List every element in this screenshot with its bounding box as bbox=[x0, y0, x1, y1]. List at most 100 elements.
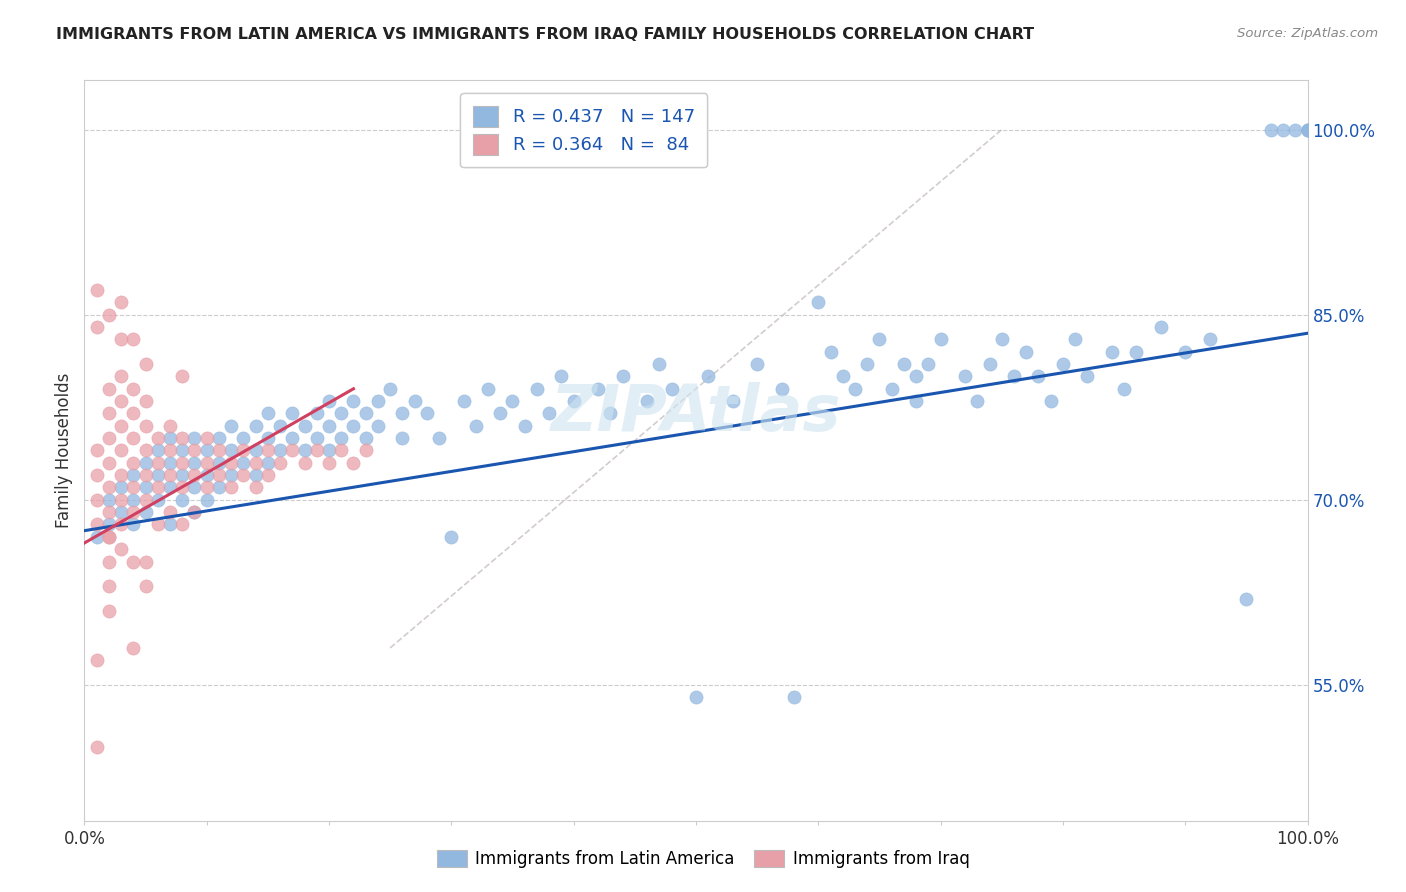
Point bbox=[86, 517, 108, 532]
Point bbox=[159, 431, 181, 445]
Point bbox=[391, 431, 413, 445]
Point bbox=[97, 517, 120, 532]
Point bbox=[318, 456, 340, 470]
Point bbox=[330, 443, 353, 458]
Point bbox=[281, 407, 304, 421]
Point bbox=[122, 555, 145, 569]
Point bbox=[122, 517, 145, 532]
Point bbox=[257, 456, 280, 470]
Point bbox=[245, 456, 267, 470]
Point bbox=[1296, 122, 1319, 136]
Point bbox=[464, 418, 486, 433]
Point bbox=[257, 443, 280, 458]
Point bbox=[648, 357, 671, 371]
Point bbox=[159, 505, 181, 519]
Point bbox=[1296, 122, 1319, 136]
Point bbox=[172, 443, 194, 458]
Point bbox=[318, 418, 340, 433]
Point bbox=[219, 468, 242, 483]
Point bbox=[305, 443, 328, 458]
Point bbox=[257, 431, 280, 445]
Point bbox=[208, 431, 231, 445]
Point bbox=[1296, 122, 1319, 136]
Point bbox=[122, 333, 145, 347]
Point bbox=[97, 431, 120, 445]
Point bbox=[146, 456, 169, 470]
Point bbox=[380, 382, 402, 396]
Point bbox=[122, 492, 145, 507]
Point bbox=[110, 505, 132, 519]
Point bbox=[159, 468, 181, 483]
Point bbox=[183, 468, 205, 483]
Point bbox=[86, 653, 108, 667]
Point bbox=[1052, 357, 1074, 371]
Point bbox=[159, 517, 181, 532]
Point bbox=[110, 481, 132, 495]
Point bbox=[159, 418, 181, 433]
Point bbox=[146, 468, 169, 483]
Text: ZIPAtlas: ZIPAtlas bbox=[551, 383, 841, 444]
Point bbox=[219, 456, 242, 470]
Point bbox=[135, 579, 157, 593]
Point bbox=[305, 431, 328, 445]
Point bbox=[697, 369, 720, 384]
Point bbox=[195, 456, 218, 470]
Point bbox=[135, 505, 157, 519]
Point bbox=[929, 333, 952, 347]
Point bbox=[172, 517, 194, 532]
Point bbox=[208, 481, 231, 495]
Point bbox=[122, 407, 145, 421]
Point bbox=[232, 468, 254, 483]
Point bbox=[97, 555, 120, 569]
Point bbox=[122, 468, 145, 483]
Point bbox=[110, 333, 132, 347]
Point bbox=[183, 505, 205, 519]
Point bbox=[538, 407, 561, 421]
Point bbox=[1150, 320, 1173, 334]
Point bbox=[440, 530, 463, 544]
Point bbox=[1296, 122, 1319, 136]
Point bbox=[1284, 122, 1306, 136]
Point bbox=[1076, 369, 1098, 384]
Point bbox=[599, 407, 621, 421]
Point bbox=[172, 481, 194, 495]
Point bbox=[294, 456, 316, 470]
Point bbox=[747, 357, 769, 371]
Point bbox=[172, 492, 194, 507]
Point bbox=[257, 407, 280, 421]
Point bbox=[416, 407, 439, 421]
Point bbox=[526, 382, 548, 396]
Point bbox=[820, 344, 842, 359]
Point bbox=[453, 394, 475, 409]
Point bbox=[159, 481, 181, 495]
Point bbox=[342, 418, 364, 433]
Point bbox=[856, 357, 879, 371]
Point bbox=[97, 308, 120, 322]
Point bbox=[97, 382, 120, 396]
Point bbox=[636, 394, 658, 409]
Point bbox=[404, 394, 426, 409]
Point bbox=[195, 443, 218, 458]
Point bbox=[135, 394, 157, 409]
Point bbox=[135, 555, 157, 569]
Y-axis label: Family Households: Family Households bbox=[55, 373, 73, 528]
Point bbox=[159, 443, 181, 458]
Point bbox=[135, 492, 157, 507]
Point bbox=[110, 468, 132, 483]
Legend: Immigrants from Latin America, Immigrants from Iraq: Immigrants from Latin America, Immigrant… bbox=[430, 843, 976, 875]
Point bbox=[807, 295, 830, 310]
Point bbox=[281, 443, 304, 458]
Point bbox=[146, 492, 169, 507]
Point bbox=[1174, 344, 1197, 359]
Point bbox=[195, 431, 218, 445]
Point bbox=[97, 530, 120, 544]
Point bbox=[269, 443, 291, 458]
Point bbox=[122, 505, 145, 519]
Point bbox=[1125, 344, 1147, 359]
Point bbox=[562, 394, 585, 409]
Point bbox=[195, 492, 218, 507]
Point bbox=[893, 357, 915, 371]
Point bbox=[159, 456, 181, 470]
Point bbox=[257, 468, 280, 483]
Point bbox=[219, 481, 242, 495]
